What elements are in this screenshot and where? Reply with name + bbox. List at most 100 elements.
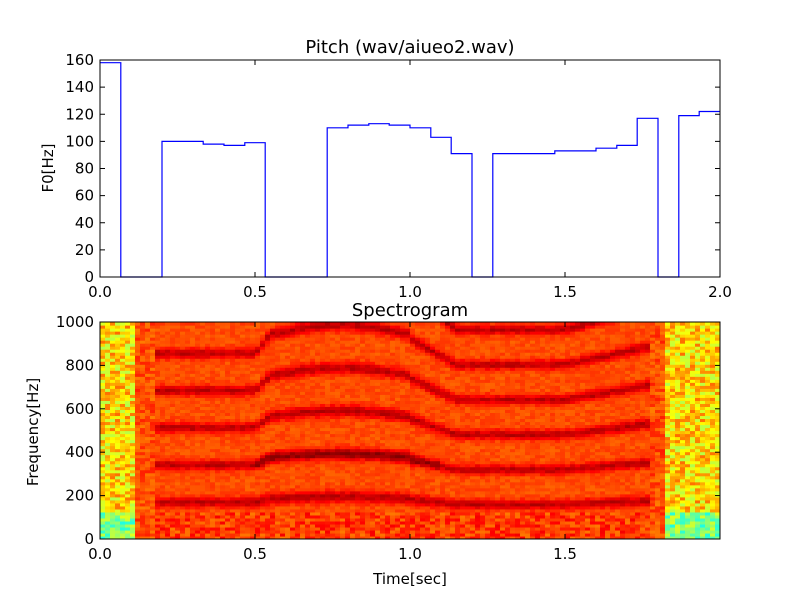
heatmap-cell <box>355 508 361 513</box>
heatmap-cell <box>150 412 156 417</box>
heatmap-cell <box>160 409 166 414</box>
heatmap-cell <box>135 484 141 489</box>
heatmap-cell <box>240 376 246 380</box>
heatmap-cell <box>400 532 406 537</box>
heatmap-cell <box>315 496 321 501</box>
heatmap-cell <box>175 505 181 510</box>
heatmap-cell <box>385 346 391 350</box>
heatmap-cell <box>260 370 266 374</box>
heatmap-cell <box>405 472 411 477</box>
heatmap-cell <box>400 361 406 365</box>
heatmap-cell <box>195 472 201 477</box>
heatmap-cell <box>390 397 396 401</box>
heatmap-cell <box>400 397 406 401</box>
heatmap-cell <box>355 358 361 362</box>
heatmap-cell <box>380 535 386 539</box>
heatmap-cell <box>290 394 296 398</box>
heatmap-cell <box>295 331 301 335</box>
heatmap-cell <box>185 406 191 410</box>
heatmap-cell <box>125 532 131 537</box>
heatmap-cell <box>220 496 226 501</box>
heatmap-cell <box>300 367 306 371</box>
heatmap-cell <box>265 523 271 528</box>
heatmap-cell <box>425 430 431 435</box>
heatmap-cell <box>330 460 336 465</box>
heatmap-cell <box>270 418 276 423</box>
heatmap-cell <box>130 490 136 495</box>
heatmap-cell <box>190 535 196 539</box>
heatmap-cell <box>365 448 371 453</box>
heatmap-cell <box>210 484 216 489</box>
heatmap-cell <box>260 424 266 429</box>
heatmap-cell <box>275 451 281 456</box>
heatmap-cell <box>200 520 206 525</box>
heatmap-cell <box>100 337 106 341</box>
heatmap-cell <box>335 466 341 471</box>
heatmap-cell <box>110 526 116 531</box>
heatmap-cell <box>155 343 161 347</box>
heatmap-cell <box>285 331 291 335</box>
heatmap-cell <box>410 349 416 353</box>
heatmap-cell <box>200 412 206 417</box>
heatmap-cell <box>290 406 296 410</box>
heatmap-cell <box>240 355 246 359</box>
heatmap-cell <box>340 379 346 383</box>
heatmap-cell <box>160 496 166 501</box>
heatmap-cell <box>190 481 196 486</box>
heatmap-cell <box>335 457 341 462</box>
heatmap-cell <box>200 334 206 338</box>
heatmap-cell <box>260 415 266 420</box>
heatmap-cell <box>145 358 151 362</box>
heatmap-cell <box>230 514 236 519</box>
heatmap-cell <box>310 466 316 471</box>
heatmap-cell <box>210 445 216 450</box>
heatmap-cell <box>210 460 216 465</box>
heatmap-cell <box>355 475 361 480</box>
heatmap-cell <box>115 352 121 356</box>
heatmap-cell <box>345 430 351 435</box>
heatmap-cell <box>230 352 236 356</box>
heatmap-cell <box>100 466 106 471</box>
heatmap-cell <box>120 448 126 453</box>
heatmap-cell <box>155 529 161 534</box>
heatmap-cell <box>395 367 401 371</box>
heatmap-cell <box>390 430 396 435</box>
heatmap-cell <box>240 457 246 462</box>
heatmap-cell <box>385 331 391 335</box>
heatmap-cell <box>200 388 206 392</box>
heatmap-cell <box>120 391 126 395</box>
heatmap-cell <box>355 514 361 519</box>
heatmap-cell <box>375 493 381 498</box>
heatmap-cell <box>195 487 201 492</box>
heatmap-cell <box>300 364 306 368</box>
heatmap-cell <box>265 502 271 507</box>
heatmap-cell <box>205 406 211 410</box>
heatmap-cell <box>330 457 336 462</box>
heatmap-cell <box>250 502 256 507</box>
heatmap-cell <box>405 367 411 371</box>
heatmap-cell <box>120 364 126 368</box>
heatmap-cell <box>375 367 381 371</box>
heatmap-cell <box>105 421 111 426</box>
heatmap-cell <box>420 472 426 477</box>
heatmap-cell <box>410 358 416 362</box>
heatmap-cell <box>255 460 261 465</box>
heatmap-cell <box>300 496 306 501</box>
heatmap-cell <box>395 451 401 456</box>
heatmap-cell <box>420 355 426 359</box>
heatmap-cell <box>220 364 226 368</box>
heatmap-cell <box>295 400 301 404</box>
heatmap-cell <box>315 523 321 528</box>
heatmap-cell <box>360 349 366 353</box>
heatmap-cell <box>370 406 376 410</box>
heatmap-cell <box>315 322 321 326</box>
heatmap-cell <box>320 442 326 447</box>
heatmap-cell <box>390 334 396 338</box>
heatmap-cell <box>205 421 211 426</box>
heatmap-cell <box>340 442 346 447</box>
heatmap-cell <box>345 337 351 341</box>
heatmap-cell <box>425 382 431 386</box>
heatmap-cell <box>370 388 376 392</box>
heatmap-cell <box>180 511 186 516</box>
heatmap-cell <box>210 517 216 522</box>
